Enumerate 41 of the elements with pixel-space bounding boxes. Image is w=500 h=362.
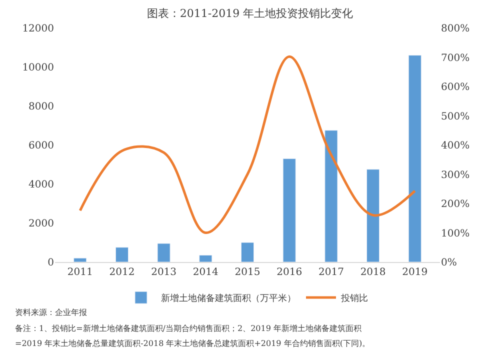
legend-label: 新增土地储备建筑面积（万平米） <box>161 293 296 304</box>
bar <box>199 254 212 262</box>
y2-tick-label: 200% <box>441 199 470 210</box>
x-tick-label: 2018 <box>360 267 386 278</box>
bar <box>282 158 296 262</box>
x-tick-label: 2017 <box>318 267 344 278</box>
bar <box>240 242 254 262</box>
y2-tick-label: 800% <box>441 24 470 34</box>
x-tick-label: 2011 <box>67 267 93 278</box>
text: =2019 年末土地储备总量建筑面积-2018 年末土地储备总建筑面积+2019 年合约销售面积(下同)。 <box>15 339 370 348</box>
y-tick-label: 4000 <box>28 180 54 190</box>
y-tick-label: 10000 <box>22 62 54 74</box>
y-tick-label: 8000 <box>28 102 54 112</box>
bar <box>157 243 170 262</box>
bar <box>408 55 422 262</box>
line-series <box>78 55 416 234</box>
y2-tick-label: 300% <box>441 170 470 181</box>
y-tick-label: 0 <box>48 258 54 268</box>
bar <box>366 169 380 262</box>
y-tick-label: 2000 <box>28 218 54 230</box>
y2-tick-label: 700% <box>441 52 470 64</box>
y2-tick-label: 0% <box>441 258 457 268</box>
y2-tick-label: 100% <box>441 228 470 240</box>
x-tick-label: 2015 <box>234 267 260 278</box>
bar <box>115 247 128 262</box>
y2-tick-label: 400% <box>441 140 470 152</box>
x-tick-label: 2014 <box>192 267 218 278</box>
y2-tick-label: 500% <box>441 111 470 122</box>
legend-label: 投销比 <box>340 293 368 304</box>
chart-title: 图表：2011-2019 年土地投资投销比变化 <box>146 6 354 20</box>
y-tick-label: 12000 <box>22 24 54 34</box>
text: 备注：1、投销比=新增土地储备建筑面积/当期合约销售面积；2、2019 年新增土地储备建筑面积 <box>15 324 362 333</box>
bar <box>324 130 338 262</box>
y-tick-label: 6000 <box>28 140 54 152</box>
x-tick-label: 2019 <box>402 267 428 278</box>
y2-tick-label: 600% <box>441 82 470 93</box>
x-tick-label: 2013 <box>151 267 177 278</box>
bar <box>74 258 87 262</box>
x-tick-label: 2012 <box>109 267 135 278</box>
text: 资料来源：企业年报 <box>15 308 87 317</box>
x-tick-label: 2016 <box>276 267 302 278</box>
